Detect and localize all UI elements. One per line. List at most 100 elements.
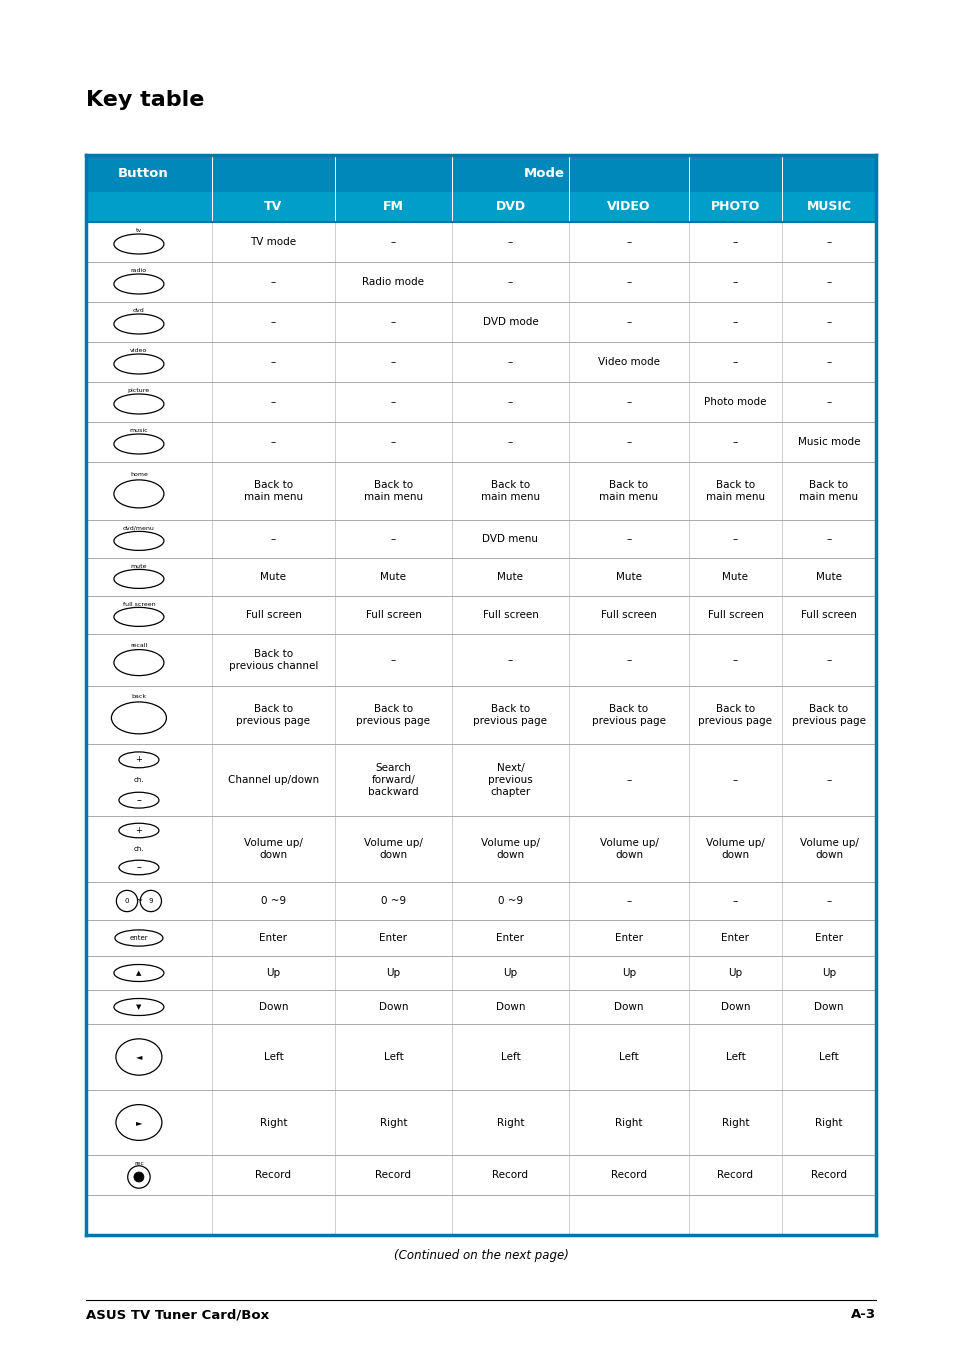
Text: Mute: Mute <box>616 571 641 582</box>
Text: 0 ~9: 0 ~9 <box>261 896 286 907</box>
Text: full screen: full screen <box>123 601 155 607</box>
Text: back: back <box>132 694 147 698</box>
Text: ASUS TV Tuner Card/Box: ASUS TV Tuner Card/Box <box>86 1309 269 1321</box>
Bar <box>86 155 875 1235</box>
Ellipse shape <box>113 434 164 454</box>
Text: –: – <box>626 236 631 247</box>
Text: –: – <box>136 862 141 873</box>
Text: Mode: Mode <box>523 168 564 180</box>
Text: Enter: Enter <box>496 934 524 943</box>
Text: 0 ~9: 0 ~9 <box>497 896 522 907</box>
Text: Mute: Mute <box>380 571 406 582</box>
Text: –: – <box>732 655 738 665</box>
Text: mute: mute <box>131 563 147 569</box>
Text: 9: 9 <box>149 898 152 904</box>
Text: Full screen: Full screen <box>482 611 537 620</box>
Text: ch.: ch. <box>133 846 144 852</box>
Text: FM: FM <box>383 200 403 213</box>
Text: –: – <box>391 317 395 327</box>
Ellipse shape <box>113 313 164 334</box>
Text: –: – <box>271 317 275 327</box>
Text: –: – <box>271 397 275 407</box>
Text: PHOTO: PHOTO <box>710 200 760 213</box>
Text: Record: Record <box>810 1170 846 1179</box>
Text: Back to
main menu: Back to main menu <box>705 480 764 501</box>
Text: –: – <box>391 436 395 447</box>
Ellipse shape <box>113 650 164 676</box>
Text: +: + <box>135 755 142 765</box>
Text: Mute: Mute <box>497 571 523 582</box>
Text: Up: Up <box>621 969 636 978</box>
Circle shape <box>133 1171 144 1182</box>
Text: Enter: Enter <box>615 934 642 943</box>
Text: radio: radio <box>131 269 147 273</box>
Text: ►: ► <box>135 1119 142 1127</box>
Ellipse shape <box>113 234 164 254</box>
Ellipse shape <box>112 703 166 734</box>
Text: –: – <box>626 317 631 327</box>
Text: –: – <box>271 436 275 447</box>
Text: –: – <box>626 397 631 407</box>
Text: Back to
previous page: Back to previous page <box>236 704 310 725</box>
Ellipse shape <box>113 394 164 413</box>
Circle shape <box>116 890 137 912</box>
Text: DVD mode: DVD mode <box>482 317 537 327</box>
Text: Mute: Mute <box>815 571 841 582</box>
Text: Down: Down <box>378 1002 408 1012</box>
Text: Down: Down <box>496 1002 525 1012</box>
Circle shape <box>128 1166 150 1188</box>
Text: –: – <box>136 796 141 805</box>
Text: –: – <box>732 775 738 785</box>
Text: Back to
previous page: Back to previous page <box>698 704 772 725</box>
Text: Left: Left <box>819 1052 838 1062</box>
Text: Volume up/
down: Volume up/ down <box>598 838 658 859</box>
Text: –: – <box>825 277 831 286</box>
Text: –: – <box>825 534 831 544</box>
Text: Enter: Enter <box>720 934 749 943</box>
Text: –: – <box>825 317 831 327</box>
Text: Volume up/
down: Volume up/ down <box>364 838 422 859</box>
Text: –: – <box>271 534 275 544</box>
Ellipse shape <box>113 965 164 981</box>
Text: Radio mode: Radio mode <box>362 277 424 286</box>
Text: (Continued on the next page): (Continued on the next page) <box>394 1248 568 1262</box>
Text: Back to
previous page: Back to previous page <box>791 704 865 725</box>
Text: Enter: Enter <box>379 934 407 943</box>
Text: Right: Right <box>259 1117 287 1128</box>
Text: Record: Record <box>255 1170 292 1179</box>
Text: –: – <box>391 236 395 247</box>
Text: TV: TV <box>264 200 282 213</box>
Text: Search
forward/
backward: Search forward/ backward <box>368 763 418 797</box>
Bar <box>86 192 875 222</box>
Text: Down: Down <box>614 1002 643 1012</box>
Text: –: – <box>732 534 738 544</box>
Text: –: – <box>825 357 831 367</box>
Text: –: – <box>626 534 631 544</box>
Text: –: – <box>732 357 738 367</box>
Text: –: – <box>825 397 831 407</box>
Text: –: – <box>626 655 631 665</box>
Text: –: – <box>271 277 275 286</box>
Ellipse shape <box>113 531 164 550</box>
Ellipse shape <box>113 608 164 627</box>
Text: Record: Record <box>610 1170 646 1179</box>
Text: Record: Record <box>375 1170 411 1179</box>
Text: Down: Down <box>720 1002 749 1012</box>
Text: Button: Button <box>117 168 168 180</box>
Text: Right: Right <box>379 1117 407 1128</box>
Text: ch.: ch. <box>133 777 144 784</box>
Text: Up: Up <box>728 969 741 978</box>
Text: Back to
previous channel: Back to previous channel <box>229 650 318 671</box>
Text: Full screen: Full screen <box>707 611 762 620</box>
Text: TV mode: TV mode <box>251 236 296 247</box>
Text: –: – <box>507 236 513 247</box>
Text: Left: Left <box>725 1052 744 1062</box>
Text: Up: Up <box>503 969 517 978</box>
Ellipse shape <box>113 998 164 1016</box>
Text: tv: tv <box>135 228 142 234</box>
Text: Left: Left <box>263 1052 283 1062</box>
Text: Down: Down <box>258 1002 288 1012</box>
Text: –: – <box>391 655 395 665</box>
Text: Mute: Mute <box>260 571 286 582</box>
Text: Back to
previous page: Back to previous page <box>356 704 430 725</box>
